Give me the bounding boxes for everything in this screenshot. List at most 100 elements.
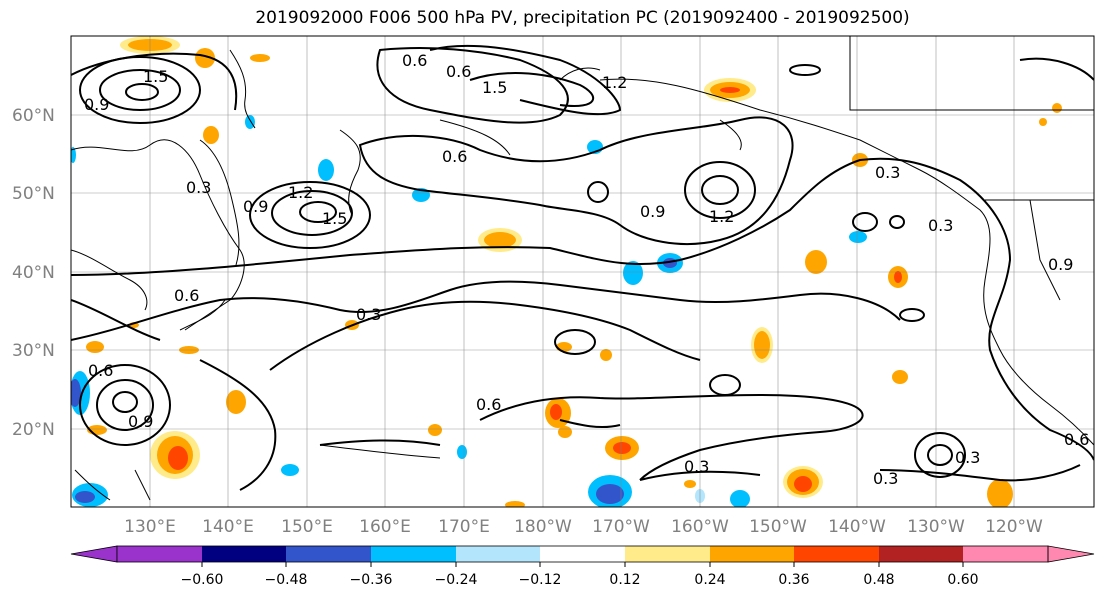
colorbar-swatch <box>963 546 1048 562</box>
map-title: 2019092000 F006 500 hPa PV, precipitatio… <box>255 8 910 28</box>
colorbar-tick-label: 0.48 <box>863 572 894 588</box>
lon-label: 130°E <box>124 517 176 537</box>
lon-label: 140°W <box>828 517 886 537</box>
colorbar-tick-label: 0.60 <box>947 572 978 588</box>
contour-label: 0.9 <box>1048 255 1073 274</box>
pv-contours <box>71 44 1094 491</box>
precip-anomaly <box>794 476 812 492</box>
contour-label: 0.3 <box>873 469 898 488</box>
contour-label: 1.2 <box>288 183 313 202</box>
contour-label: 0.6 <box>1064 430 1089 449</box>
contour-label: 0.3 <box>928 216 953 235</box>
map-frame <box>70 35 1095 508</box>
contour-label: 0.6 <box>442 147 467 166</box>
colorbar-frame <box>116 545 1049 563</box>
contour-label: 1.5 <box>322 209 347 228</box>
precip-anomaly <box>892 370 908 384</box>
precip-anomaly <box>754 331 770 359</box>
colorbar-swatch <box>371 546 456 562</box>
lat-label: 30°N <box>12 341 55 361</box>
contour-label: 0.9 <box>84 95 109 114</box>
colorbar-swatch <box>456 546 540 562</box>
contour-labels: 1.5 0.9 0.6 0.6 1.5 1.2 0.6 0.3 0.9 1.2 … <box>84 51 1089 488</box>
colorbar-swatch <box>794 546 879 562</box>
precip-anomaly <box>457 445 467 459</box>
colorbar-tick-label: −0.12 <box>519 572 562 588</box>
precip-anomaly <box>558 426 572 438</box>
lon-label: 160°W <box>671 517 729 537</box>
lat-label: 50°N <box>12 184 55 204</box>
precip-anomaly <box>245 115 255 129</box>
colorbar-swatch <box>540 546 625 562</box>
contour-label: 0.6 <box>174 286 199 305</box>
precip-anomaly <box>75 491 95 503</box>
colorbar-swatch <box>879 546 963 562</box>
precip-anomaly <box>1039 118 1047 126</box>
contour-label: 1.2 <box>709 207 734 226</box>
precip-anomaly <box>556 342 572 352</box>
contour-label: 0.3 <box>356 305 381 324</box>
colorbar-swatch <box>117 546 202 562</box>
contour-label: 0.6 <box>476 395 501 414</box>
contour-label: 0.6 <box>88 361 113 380</box>
precip-shading <box>71 36 1062 507</box>
lon-label: 150°E <box>281 517 333 537</box>
colorbar-swatch <box>710 546 794 562</box>
lat-label: 40°N <box>12 263 55 283</box>
contour-label: 0.3 <box>875 163 900 182</box>
colorbar-tick-label: −0.24 <box>435 572 478 588</box>
precip-anomaly <box>226 390 246 414</box>
contour-label: 0.9 <box>128 412 153 431</box>
colorbar-tick-label: 0.24 <box>694 572 725 588</box>
colorbar-tick-label: −0.60 <box>181 572 224 588</box>
contour-label: 0.3 <box>186 178 211 197</box>
precip-anomaly <box>987 479 1013 507</box>
lon-label: 160°E <box>359 517 411 537</box>
precip-anomaly <box>596 484 624 504</box>
lat-label: 60°N <box>12 106 55 126</box>
precip-anomaly <box>484 232 516 248</box>
contour-label: 1.2 <box>602 73 627 92</box>
precip-anomaly <box>281 464 299 476</box>
precip-anomaly <box>550 404 562 420</box>
lon-label: 180°W <box>514 517 572 537</box>
precip-anomaly <box>318 159 334 181</box>
colorbar-extend-low <box>70 545 118 563</box>
colorbar-tick-label: 0.36 <box>778 572 809 588</box>
precip-anomaly <box>600 349 612 361</box>
graticule <box>71 36 1094 507</box>
contour-label: 0.9 <box>640 202 665 221</box>
precip-anomaly <box>203 126 219 144</box>
precip-anomaly <box>86 341 104 353</box>
colorbar-swatch <box>625 546 710 562</box>
precip-anomaly <box>730 490 750 507</box>
precip-anomaly <box>250 54 270 62</box>
lon-label: 170°E <box>438 517 490 537</box>
precip-anomaly <box>623 261 643 285</box>
precip-anomaly <box>894 271 902 283</box>
precip-anomaly <box>684 480 696 488</box>
precip-anomaly <box>168 446 188 470</box>
contour-label: 0.3 <box>955 448 980 467</box>
colorbar-tick-label: 0.12 <box>609 572 640 588</box>
precip-anomaly <box>849 231 867 243</box>
colorbar-extend-high <box>1047 545 1095 563</box>
precip-anomaly <box>71 147 76 163</box>
longitude-labels: 130°E 140°E 150°E 160°E 170°E 180°W 170°… <box>124 517 1043 537</box>
lon-label: 170°W <box>592 517 650 537</box>
contour-label: 0.6 <box>446 62 471 81</box>
map-panel: 1.5 0.9 0.6 0.6 1.5 1.2 0.6 0.3 0.9 1.2 … <box>70 35 1095 508</box>
latitude-labels: 60°N 50°N 40°N 30°N 20°N <box>12 106 55 440</box>
colorbar-swatch <box>286 546 371 562</box>
colorbar-tick-label: −0.48 <box>265 572 308 588</box>
precip-anomaly <box>720 87 740 93</box>
colorbar: −0.60 −0.48 −0.36 −0.24 −0.12 0.12 0.24 … <box>70 545 1095 588</box>
precip-anomaly <box>505 501 525 507</box>
contour-label: 1.5 <box>482 78 507 97</box>
contour-label: 1.5 <box>143 67 168 86</box>
contour-label: 0.3 <box>684 457 709 476</box>
lon-label: 140°E <box>202 517 254 537</box>
colorbar-tick-label: −0.36 <box>350 572 393 588</box>
lon-label: 130°W <box>907 517 965 537</box>
